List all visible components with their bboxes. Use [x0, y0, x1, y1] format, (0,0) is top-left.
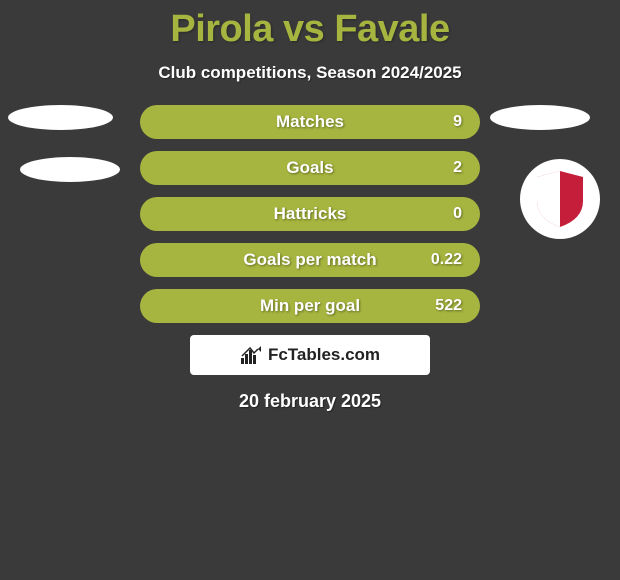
date-text: 20 february 2025 — [0, 391, 620, 412]
stat-row: - Min per goal 522 — [140, 289, 480, 323]
fctables-label: FcTables.com — [268, 345, 380, 365]
stat-label: Min per goal — [260, 296, 360, 316]
stat-label: Hattricks — [274, 204, 347, 224]
stat-right-value: 9 — [453, 113, 462, 131]
stat-label: Goals — [286, 158, 333, 178]
subtitle: Club competitions, Season 2024/2025 — [0, 63, 620, 83]
stat-row: - Hattricks 0 — [140, 197, 480, 231]
stat-label: Goals per match — [243, 250, 376, 270]
stat-right-value: 522 — [435, 297, 462, 315]
stat-right-value: 0.22 — [431, 251, 462, 269]
page-title: Pirola vs Favale — [0, 0, 620, 51]
stat-row: - Goals 2 — [140, 151, 480, 185]
chart-icon — [240, 346, 262, 364]
shield-icon — [537, 171, 583, 227]
stat-row: - Matches 9 — [140, 105, 480, 139]
right-player-ellipse — [490, 105, 590, 130]
stat-right-value: 0 — [453, 205, 462, 223]
stat-rows: - Matches 9 - Goals 2 - Hattricks 0 - Go… — [140, 105, 480, 323]
content-area: - Matches 9 - Goals 2 - Hattricks 0 - Go… — [0, 105, 620, 412]
stat-row: - Goals per match 0.22 — [140, 243, 480, 277]
left-player-ellipse-2 — [20, 157, 120, 182]
club-badge — [520, 159, 600, 239]
stat-label: Matches — [276, 112, 344, 132]
fctables-attribution: FcTables.com — [190, 335, 430, 375]
left-player-ellipse-1 — [8, 105, 113, 130]
stat-right-value: 2 — [453, 159, 462, 177]
